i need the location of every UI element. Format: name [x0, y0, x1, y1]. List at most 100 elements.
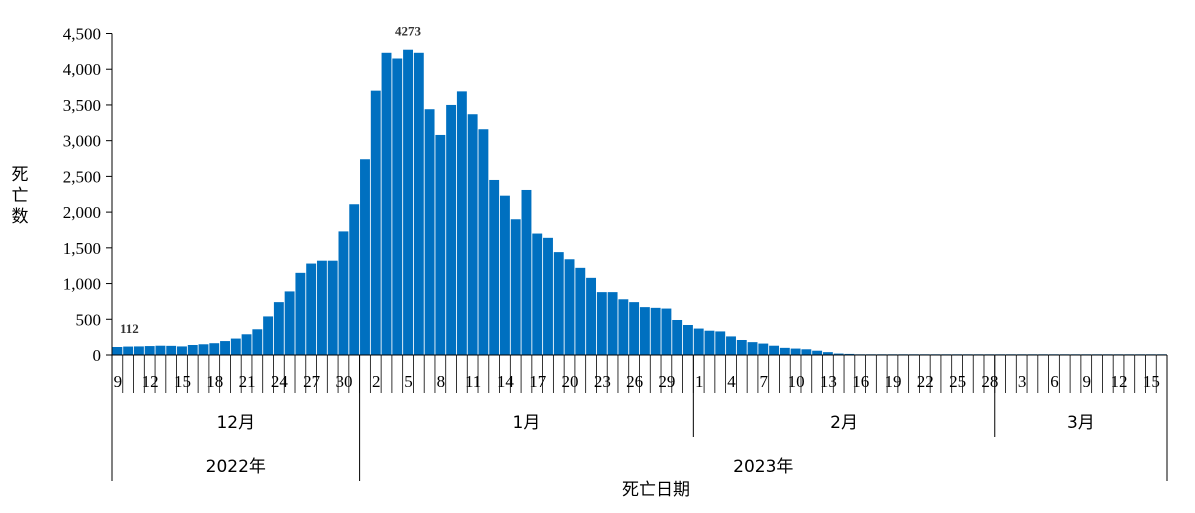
bar: [682, 324, 693, 355]
y-tick-label: 3,000: [63, 132, 101, 151]
x-tick-label: 29: [658, 372, 675, 391]
y-tick-label: 1,000: [63, 275, 101, 294]
bar: [822, 352, 833, 355]
x-tick-label: 28: [981, 372, 998, 391]
bar: [123, 346, 134, 355]
bar: [715, 331, 726, 355]
bar: [252, 329, 263, 355]
bar: [704, 330, 715, 355]
bar: [424, 109, 435, 355]
bar: [349, 204, 360, 355]
bar: [306, 263, 317, 355]
bar: [327, 260, 338, 355]
bar: [618, 299, 629, 355]
bar: [543, 237, 553, 355]
x-tick-label: 18: [206, 372, 223, 391]
x-tick-label: 3: [1018, 372, 1027, 391]
x-tick-label: 8: [437, 372, 446, 391]
x-tick-label: 26: [626, 372, 643, 391]
x-tick-label: 9: [1083, 372, 1092, 391]
month-label: 1月: [513, 413, 541, 433]
y-tick-label: 2,000: [63, 203, 101, 222]
bar: [338, 231, 349, 355]
bar: [726, 336, 736, 355]
x-tick-label: 12: [1111, 372, 1128, 391]
bar: [133, 346, 144, 355]
bar: [370, 90, 381, 356]
bar: [456, 91, 467, 356]
y-axis-label: 死亡数: [12, 165, 29, 227]
x-axis: 9 12 15 18 21 24 27 30 2 5 8 11 14 17 20 23 26 29 1 4 7 10 13 1…: [111, 354, 1168, 481]
bars: [112, 49, 1167, 356]
bar: [392, 58, 403, 355]
bar: [112, 346, 123, 355]
bar: [478, 129, 489, 355]
x-tick-label: 13: [820, 372, 837, 391]
bar: [586, 277, 597, 355]
year-label: 2022年: [206, 457, 266, 477]
y-axis-label-char: 亡: [12, 186, 29, 206]
bar: [295, 272, 306, 355]
x-tick-label: 7: [760, 372, 769, 391]
bar: [241, 334, 252, 355]
bar: [177, 346, 187, 355]
bar: [639, 307, 650, 355]
annotations: 112 4273: [120, 24, 422, 336]
bar: [521, 189, 532, 355]
bar: [381, 52, 392, 355]
y-tick-label: 4,000: [63, 60, 101, 79]
bar: [403, 49, 413, 355]
bar: [316, 260, 327, 355]
bar: [650, 307, 661, 355]
bar: [187, 344, 198, 355]
bar: [510, 219, 521, 355]
y-axis-label-char: 数: [12, 207, 29, 227]
x-tick-label: 4: [727, 372, 736, 391]
x-tick-label: 12: [142, 372, 159, 391]
bar: [499, 195, 510, 355]
x-tick-label: 9: [114, 372, 123, 391]
data-label: 112: [120, 321, 139, 336]
x-tick-label: 6: [1050, 372, 1059, 391]
x-tick-label: 17: [529, 372, 547, 391]
bar: [736, 339, 747, 355]
bar: [284, 291, 295, 355]
x-tick-label: 11: [465, 372, 481, 391]
bar: [779, 347, 790, 355]
bar: [790, 348, 801, 355]
bar: [166, 345, 177, 355]
x-tick-label: 15: [174, 372, 191, 391]
x-tick-label: 2: [372, 372, 381, 391]
x-tick-label: 21: [239, 372, 256, 391]
x-tick-label: 15: [1143, 372, 1160, 391]
x-tick-label: 24: [271, 372, 289, 391]
x-tick-label: 25: [949, 372, 966, 391]
bar: [360, 159, 370, 355]
x-tick-label: 30: [335, 372, 352, 391]
x-tick-label: 20: [562, 372, 579, 391]
bar: [596, 292, 607, 355]
x-tick-label: 14: [497, 372, 515, 391]
bar: [435, 134, 446, 355]
bar: [575, 267, 586, 355]
bar: [489, 179, 500, 355]
x-tick-label: 27: [303, 372, 321, 391]
bar: [844, 353, 855, 355]
x-tick-label: 10: [788, 372, 805, 391]
y-tick-label: 1,500: [63, 239, 101, 258]
bar: [230, 338, 241, 355]
x-tick-label: 19: [884, 372, 901, 391]
bar: [273, 302, 284, 355]
bar: [532, 233, 543, 355]
bar: [758, 343, 769, 355]
bar: [564, 259, 575, 355]
bar: [220, 341, 230, 355]
month-label: 12月: [216, 413, 255, 433]
bar: [672, 319, 683, 355]
bar: [467, 114, 478, 355]
bar: [607, 292, 618, 355]
bar: [155, 345, 166, 355]
y-axis-label-char: 死: [12, 165, 29, 185]
month-label: 2月: [830, 413, 858, 433]
